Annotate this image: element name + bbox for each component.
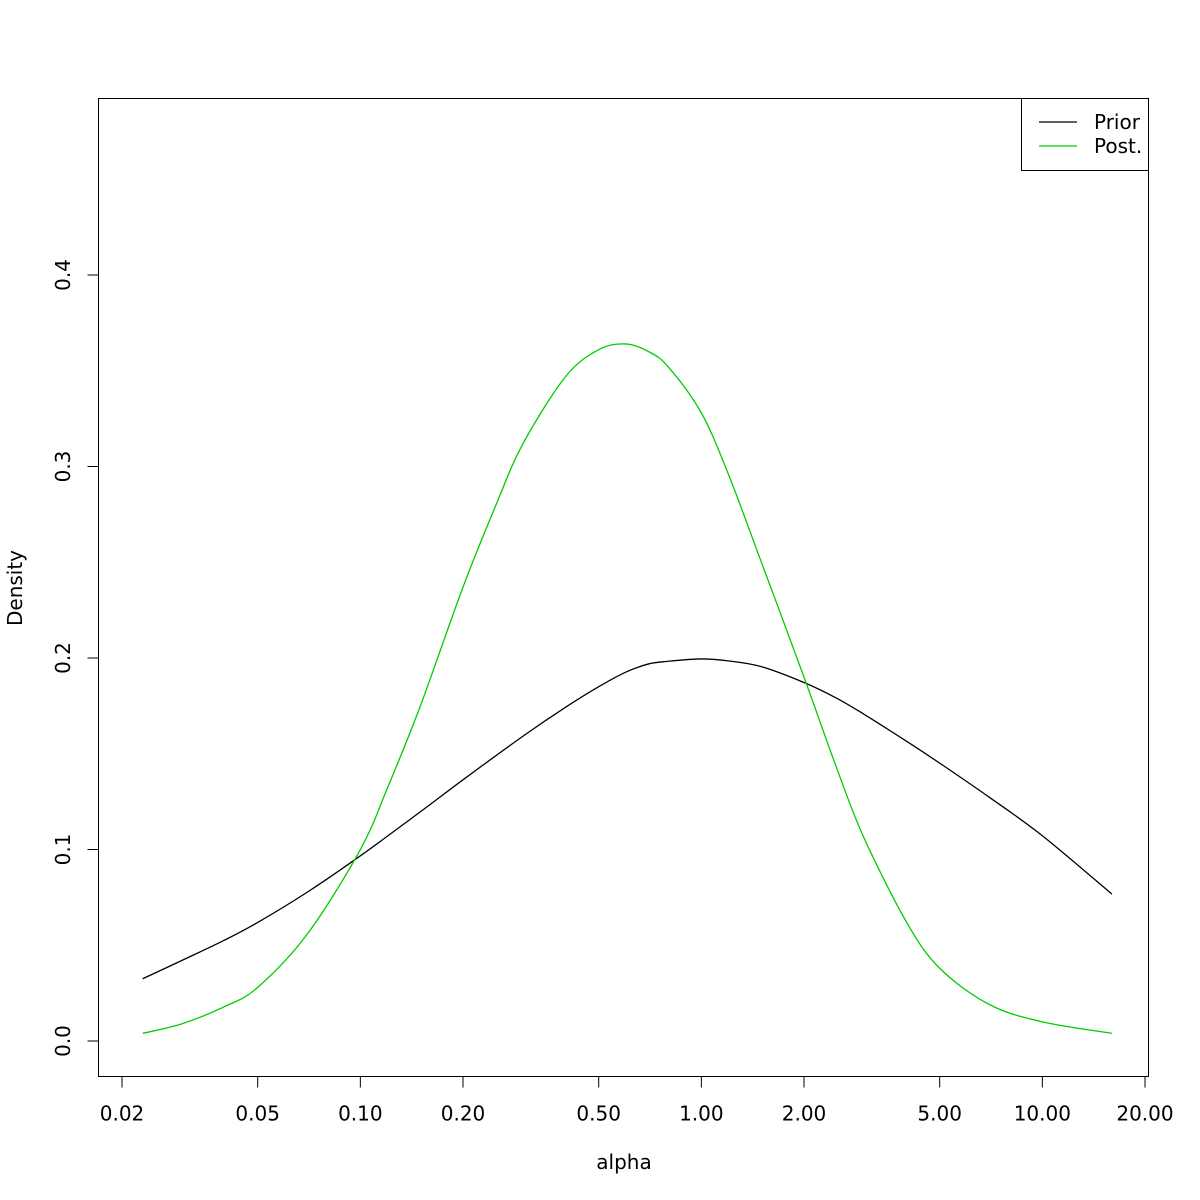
- x-axis-label: alpha: [596, 1150, 651, 1174]
- y-tick-label: 0.2: [51, 642, 75, 674]
- legend-label-prior: Prior: [1094, 110, 1141, 134]
- x-tick-label: 10.00: [1014, 1102, 1071, 1126]
- series-layer: [142, 343, 1113, 1034]
- x-tick-label: 1.00: [679, 1102, 724, 1126]
- x-tick-label: 0.20: [441, 1102, 486, 1126]
- y-tick-label: 0.4: [51, 259, 75, 291]
- plot-frame: [98, 98, 1149, 1077]
- y-tick-label: 0.1: [51, 834, 75, 866]
- series-line-post: [142, 343, 1113, 1034]
- y-axis-label: Density: [3, 550, 27, 626]
- legend-label-post: Post.: [1094, 134, 1142, 158]
- x-tick-label: 0.50: [576, 1102, 621, 1126]
- x-axis: 0.02 0.05 0.10 0.20 0.50 1.00 2.00 5.00 10.00 20.…: [100, 1076, 1174, 1126]
- legend-box: [1021, 98, 1149, 171]
- legend: Prior Post.: [1021, 98, 1149, 171]
- x-tick-label: 0.05: [235, 1102, 280, 1126]
- x-tick-label: 0.10: [338, 1102, 383, 1126]
- y-axis: 0.0 0.1 0.2 0.3 0.4: [51, 259, 99, 1057]
- y-tick-label: 0.0: [51, 1025, 75, 1057]
- x-tick-label: 2.00: [782, 1102, 827, 1126]
- y-tick-label: 0.3: [51, 451, 75, 483]
- x-tick-label: 20.00: [1116, 1102, 1173, 1126]
- series-line-prior: [142, 658, 1113, 980]
- x-tick-label: 0.02: [100, 1102, 145, 1126]
- x-tick-label: 5.00: [917, 1102, 962, 1126]
